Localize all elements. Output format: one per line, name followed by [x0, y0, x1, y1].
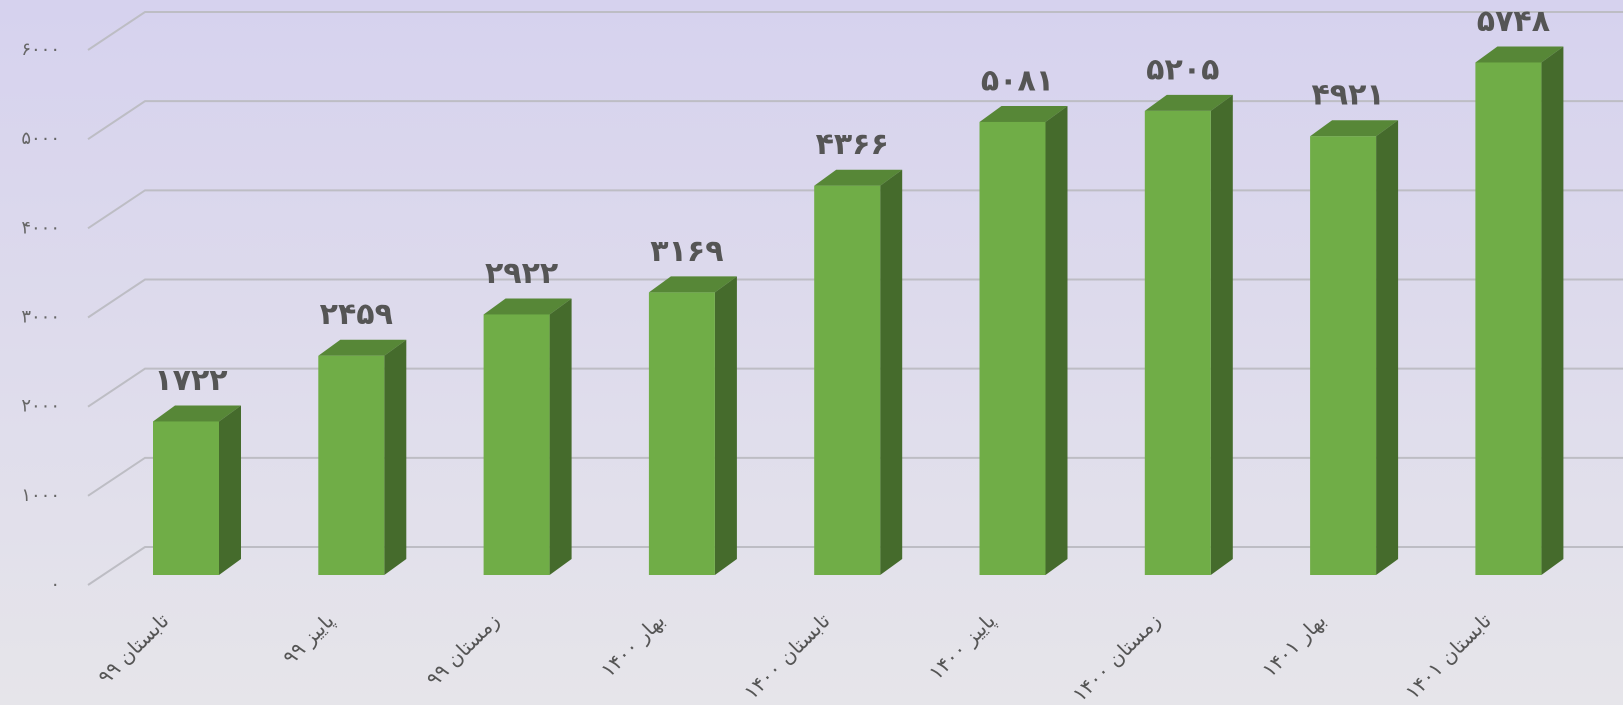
grid-line	[87, 100, 1623, 140]
data-label: ۲۹۲۲	[485, 256, 558, 291]
data-label: ۳۱۶۹	[650, 234, 723, 269]
data-label: ۵۰۸۱	[981, 63, 1054, 98]
data-label: ۲۴۵۹	[320, 297, 393, 332]
y-tick-label: ۱۰۰۰	[21, 485, 60, 506]
bar	[814, 185, 881, 575]
grid-line	[87, 11, 1623, 51]
bar-top	[1475, 46, 1564, 63]
y-tick-label: ۲۰۰۰	[21, 396, 60, 417]
bar-side	[1045, 105, 1068, 576]
bar-side	[714, 276, 737, 575]
grid-line	[87, 456, 1623, 497]
bar	[1475, 62, 1542, 576]
bar	[318, 355, 385, 575]
bar	[483, 314, 550, 575]
grid-line	[87, 278, 1623, 319]
bar-side	[219, 405, 241, 575]
bar-top	[153, 405, 241, 422]
bar	[153, 421, 219, 575]
y-tick-label: ۵۰۰۰	[21, 128, 60, 149]
grid-line	[87, 546, 1623, 586]
bar-side	[880, 169, 903, 575]
bar-side	[1210, 94, 1233, 575]
bar-side	[549, 298, 572, 575]
grid-line	[87, 367, 1623, 408]
bar	[979, 121, 1046, 576]
bar	[1310, 136, 1377, 576]
bar-top	[814, 169, 903, 186]
bar-top	[483, 298, 572, 315]
bar-top	[318, 339, 407, 356]
bar	[1144, 110, 1211, 575]
bar-side	[1376, 120, 1399, 576]
data-label: ۵۲۰۵	[1146, 52, 1219, 87]
bar-top	[648, 276, 737, 293]
bar-top	[979, 105, 1068, 122]
y-tick-label: ۶۰۰۰	[21, 39, 60, 60]
y-tick-label: ۰	[50, 574, 60, 595]
bar-side	[384, 339, 407, 575]
y-tick-label: ۴۰۰۰	[21, 217, 60, 238]
data-label: ۱۷۲۲	[154, 363, 227, 398]
data-label: ۴۳۶۶	[816, 127, 889, 162]
bar-top	[1310, 120, 1399, 137]
bar-side	[1541, 46, 1564, 576]
grid-line	[87, 189, 1623, 230]
bar	[648, 292, 715, 575]
y-tick-label: ۳۰۰۰	[21, 307, 60, 328]
bar-top	[1144, 94, 1233, 111]
data-label: ۵۷۴۸	[1477, 4, 1550, 39]
data-label: ۴۹۲۱	[1311, 78, 1384, 113]
